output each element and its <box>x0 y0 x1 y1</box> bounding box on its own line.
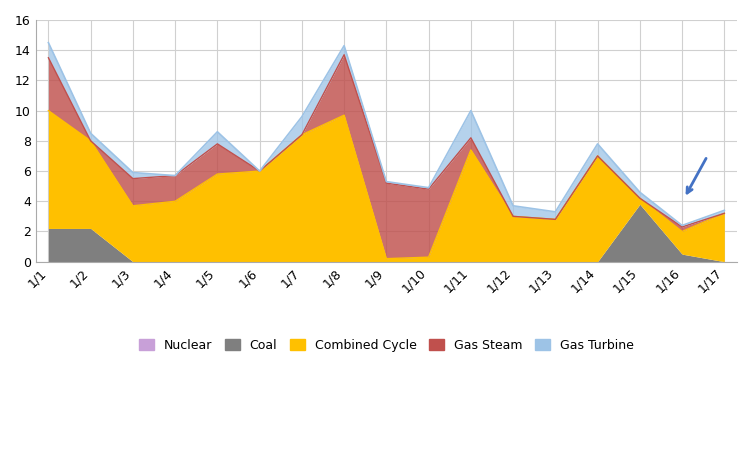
Legend: Nuclear, Coal, Combined Cycle, Gas Steam, Gas Turbine: Nuclear, Coal, Combined Cycle, Gas Steam… <box>134 334 639 357</box>
